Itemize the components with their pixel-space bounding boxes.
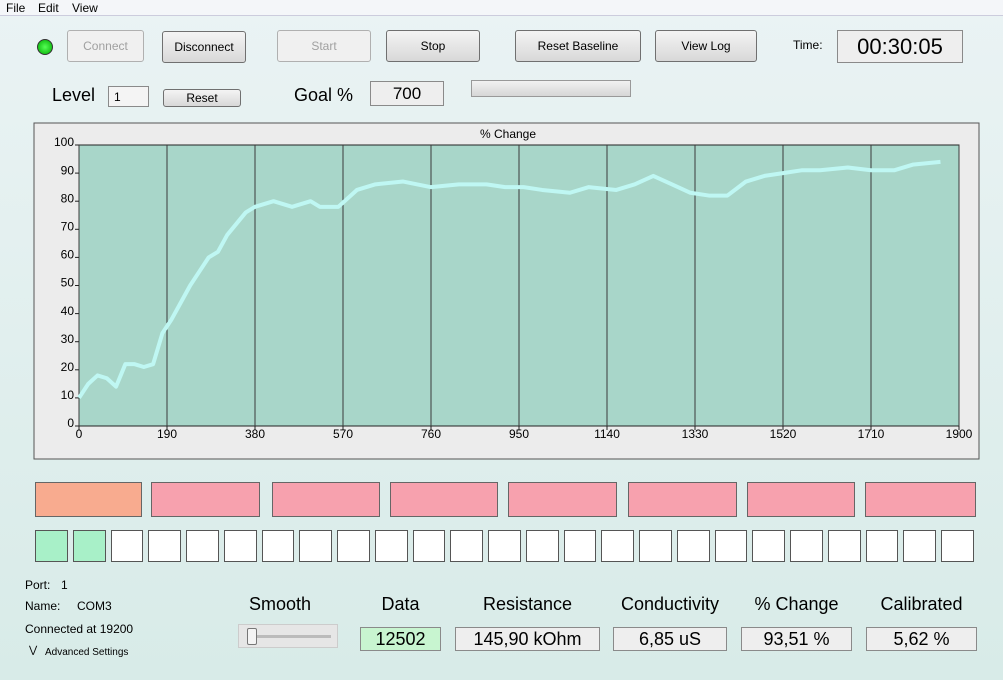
progress-cell — [941, 530, 974, 562]
level-block — [390, 482, 498, 517]
progress-cell — [903, 530, 937, 562]
y-tick-label: 80 — [61, 191, 75, 205]
y-tick-label: 70 — [61, 219, 75, 233]
level-block — [628, 482, 737, 517]
progress-cell — [374, 530, 408, 562]
y-tick-label: 50 — [61, 276, 75, 290]
progress-cell — [714, 530, 748, 562]
y-tick-label: 0 — [67, 416, 74, 430]
level-block — [508, 482, 617, 517]
smooth-label: Smooth — [249, 594, 312, 614]
x-tick-label: 380 — [245, 427, 265, 441]
name-value: COM3 — [77, 599, 112, 613]
level-reset-button[interactable]: Reset — [163, 89, 241, 107]
y-tick-label: 20 — [61, 360, 75, 374]
readout-value: 12502 — [360, 627, 441, 651]
readout-value: 6,85 uS — [613, 627, 727, 651]
port-value: 1 — [61, 578, 68, 592]
x-tick-label: 1520 — [770, 427, 797, 441]
progress-cell — [299, 530, 333, 562]
slider-track — [251, 635, 331, 638]
menu-bar: File Edit View — [0, 0, 1003, 16]
port-label: Port: — [25, 578, 51, 592]
progress-cell — [790, 530, 823, 562]
data-line — [77, 159, 941, 400]
level-block — [747, 482, 855, 517]
x-tick-label: 190 — [157, 427, 177, 441]
menu-item[interactable]: File — [6, 1, 26, 15]
progress-cell — [412, 530, 446, 562]
progress-cell — [563, 530, 597, 562]
progress-cell — [72, 530, 106, 562]
x-tick-label: 570 — [333, 427, 353, 441]
goal-input[interactable]: 700 — [370, 81, 444, 106]
x-tick-label: 1330 — [682, 427, 709, 441]
progress-cell — [827, 530, 861, 562]
stop-button[interactable]: Stop — [386, 30, 480, 62]
y-tick-label: 100 — [54, 135, 74, 149]
y-tick-label: 90 — [61, 163, 75, 177]
progress-cell — [752, 530, 786, 562]
progress-cell — [148, 530, 182, 562]
y-tick-label: 10 — [61, 388, 75, 402]
readout-value: 145,90 kOhm — [455, 627, 600, 651]
smooth-slider[interactable] — [238, 624, 338, 648]
progress-cell — [865, 530, 899, 562]
progress-cell — [110, 530, 144, 562]
x-tick-label: 1140 — [594, 427, 620, 441]
progress-cell — [488, 530, 521, 562]
time-label: Time: — [793, 38, 823, 52]
name-label: Name: — [25, 599, 61, 613]
y-tick-label: 30 — [61, 332, 75, 346]
readout-label: Conductivity — [620, 594, 720, 614]
slider-thumb[interactable] — [247, 628, 257, 645]
level-block — [35, 482, 142, 517]
readout-label: Data — [381, 594, 420, 614]
reset-baseline-button[interactable]: Reset Baseline — [515, 30, 641, 62]
progress-cell — [337, 530, 370, 562]
readout-value: 93,51 % — [741, 627, 852, 651]
connect-button[interactable]: Connect — [67, 30, 144, 62]
x-tick-label: 760 — [421, 427, 441, 441]
y-tick-label: 40 — [61, 304, 75, 318]
progress-cell — [639, 530, 672, 562]
readout-label: Resistance — [482, 594, 573, 614]
level-block — [865, 482, 976, 517]
start-button[interactable]: Start — [277, 30, 371, 62]
menu-item[interactable]: Edit — [38, 1, 59, 15]
menu-item[interactable]: View — [72, 1, 98, 15]
level-block — [151, 482, 260, 517]
time-display: 00:30:05 — [837, 30, 963, 63]
progress-cell — [35, 530, 68, 562]
progress-cell — [676, 530, 710, 562]
x-tick-label: 950 — [509, 427, 529, 441]
x-tick-label: 1900 — [946, 427, 973, 441]
x-tick-label: 0 — [76, 427, 83, 441]
disconnect-button[interactable]: Disconnect — [162, 31, 246, 63]
advanced-settings[interactable]: Advanced Settings — [45, 647, 129, 658]
chart-title: % Change — [480, 127, 536, 141]
status-led — [37, 39, 53, 55]
progress-cell — [450, 530, 484, 562]
readout-label: % Change — [754, 594, 839, 614]
progress-cell — [186, 530, 219, 562]
connection-status: Connected at 19200 — [25, 622, 134, 636]
readout-label: Calibrated — [880, 594, 963, 614]
view-log-button[interactable]: View Log — [655, 30, 757, 62]
level-label: Level — [52, 85, 96, 105]
level-input[interactable]: 1 — [108, 86, 149, 107]
goal-label: Goal % — [294, 85, 354, 105]
progress-bar — [471, 80, 631, 97]
chevron-icon: ⋁ — [29, 645, 38, 656]
progress-cell — [601, 530, 635, 562]
progress-cell — [261, 530, 295, 562]
progress-cell — [525, 530, 559, 562]
readout-value: 5,62 % — [866, 627, 977, 651]
progress-cell — [223, 530, 257, 562]
level-block — [272, 482, 380, 517]
x-tick-label: 1710 — [858, 427, 885, 441]
y-tick-label: 60 — [61, 248, 75, 262]
